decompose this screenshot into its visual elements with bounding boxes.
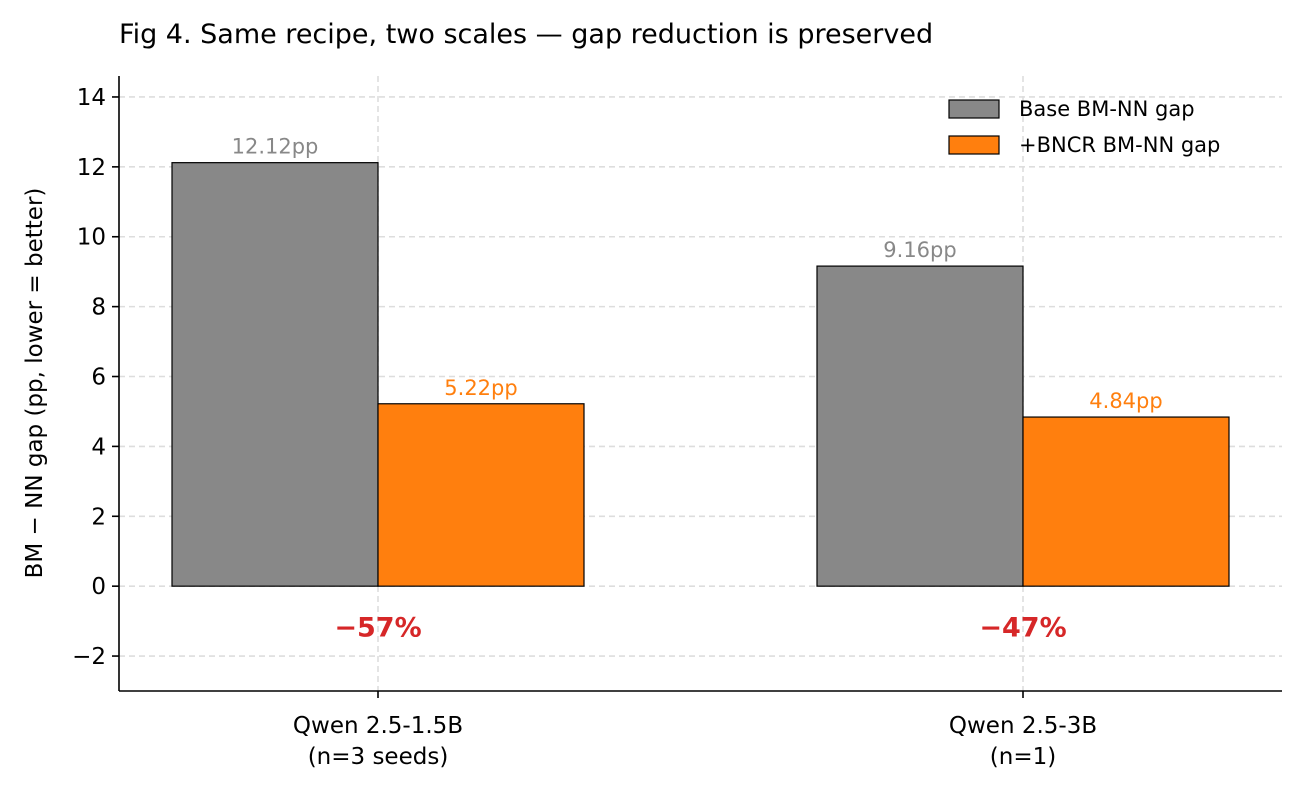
y-tick-label: 14 <box>77 85 106 111</box>
bar-value-label: 9.16pp <box>883 238 956 262</box>
y-tick-label: 6 <box>91 365 106 391</box>
x-tick-label: Qwen 2.5-3B <box>949 713 1097 739</box>
annotations: −57% −47% <box>334 612 1066 643</box>
y-tick-label: 12 <box>77 155 106 181</box>
y-tick-label: 0 <box>91 574 106 600</box>
chart-title: Fig 4. Same recipe, two scales — gap red… <box>119 19 933 50</box>
bar <box>171 162 379 587</box>
legend-swatch <box>948 99 1000 119</box>
y-tick-label: 10 <box>77 225 106 251</box>
y-tick-label: −2 <box>72 644 106 670</box>
y-tick-label: 4 <box>91 434 106 460</box>
x-tick-label: (n=3 seeds) <box>308 744 449 770</box>
legend: Base BM-NN gap +BNCR BM-NN gap <box>948 97 1220 157</box>
bar-value-label: 12.12pp <box>232 135 319 159</box>
y-axis-label: BM − NN gap (pp, lower = better) <box>22 188 48 579</box>
x-tick-label: Qwen 2.5-1.5B <box>293 713 463 739</box>
bar <box>377 403 585 587</box>
bar <box>1022 416 1230 587</box>
reduction-annotation: −57% <box>334 612 421 643</box>
bar <box>816 265 1024 587</box>
x-axis-ticks: Qwen 2.5-1.5B (n=3 seeds) Qwen 2.5-3B (n=1) <box>293 691 1097 770</box>
legend-swatch <box>948 135 1000 155</box>
legend-label: Base BM-NN gap <box>1019 97 1195 121</box>
bar-value-label: 5.22pp <box>444 376 517 400</box>
y-tick-label: 8 <box>91 295 106 321</box>
bars <box>171 162 1230 587</box>
axes <box>118 76 1282 692</box>
bar-value-label: 4.84pp <box>1089 389 1162 413</box>
data-labels: 12.12pp 9.16pp 5.22pp 4.84pp <box>232 135 1163 413</box>
y-axis-ticks: −2 0 2 4 6 8 10 12 14 <box>72 85 119 670</box>
reduction-annotation: −47% <box>979 612 1066 643</box>
x-tick-label: (n=1) <box>990 744 1056 770</box>
legend-label: +BNCR BM-NN gap <box>1019 133 1220 157</box>
y-tick-label: 2 <box>91 504 106 530</box>
